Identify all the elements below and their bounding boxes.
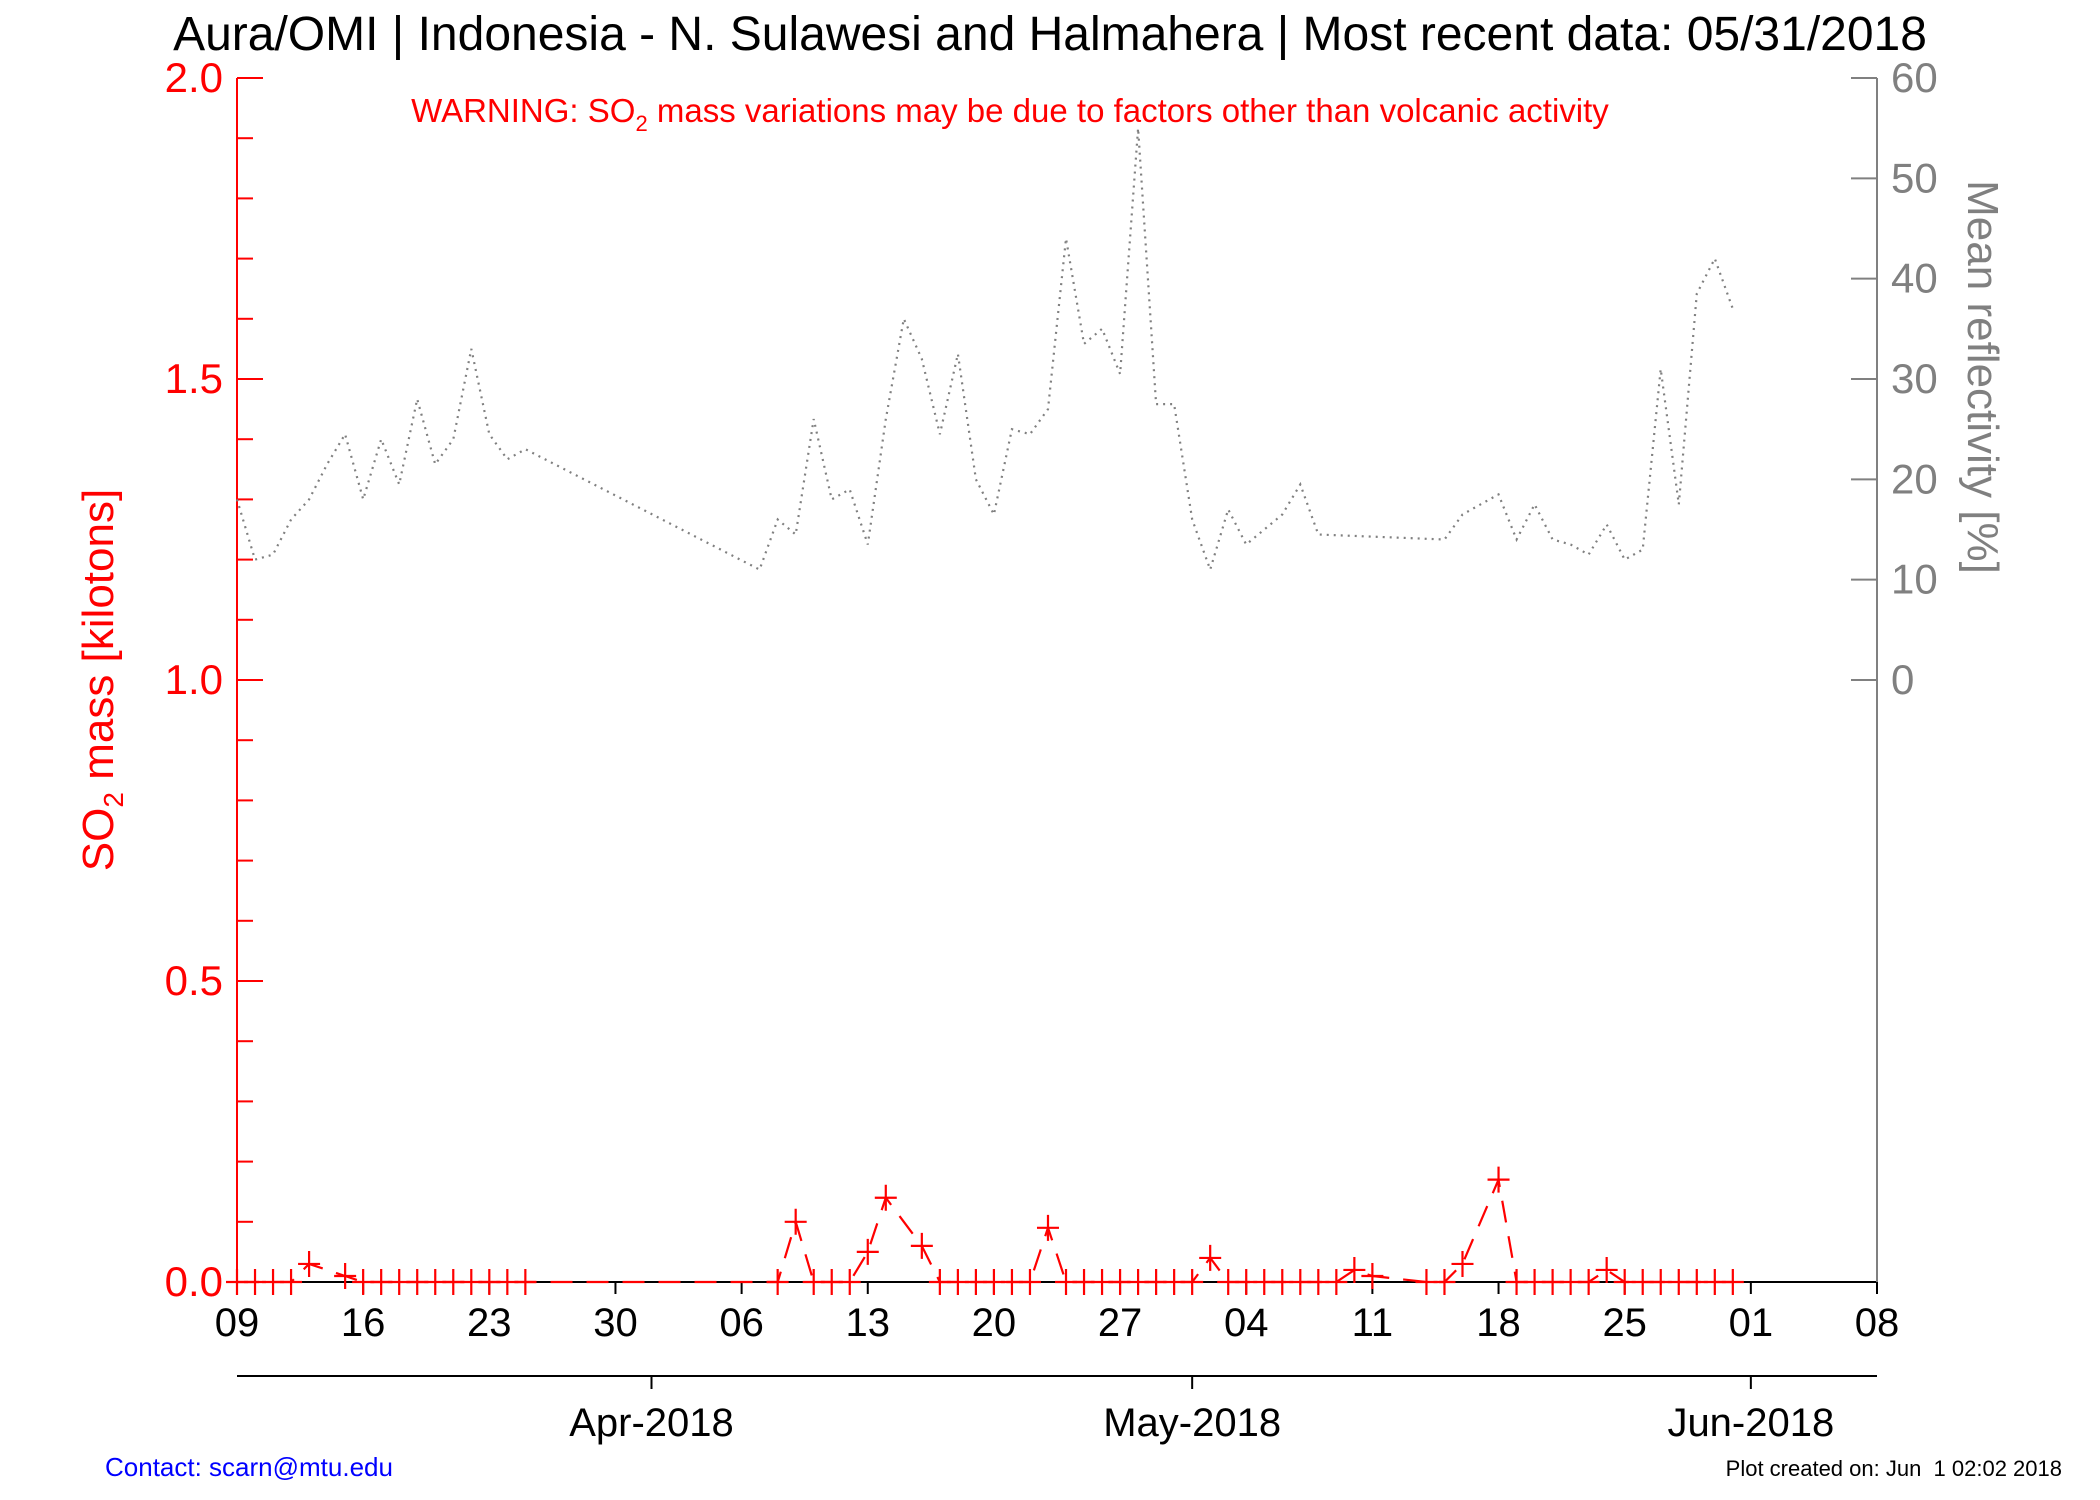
x-tick-label: 23 [467,1301,512,1345]
x-tick-label: 20 [972,1301,1017,1345]
x-tick-label: 04 [1224,1301,1269,1345]
y-right-tick-label: 30 [1891,355,1938,402]
y-left-tick-label: 1.0 [165,656,223,703]
x-ticks: 09 16 23 30 06 13 20 27 04 11 18 25 01 08 [215,1282,1900,1345]
so2-point-marker [856,1238,879,1265]
so2-point-marker [1361,1262,1384,1289]
plot-created-text: Plot created on: Jun 1 02:02 2018 [1725,1456,2062,1481]
y-right-tick-label: 40 [1891,255,1938,302]
so2-point-marker [280,1269,303,1295]
y-right-tick-label: 20 [1891,455,1938,502]
y-left-tick-label: 1.5 [165,355,223,402]
so2-point-marker [874,1184,897,1211]
x-tick-label: 30 [593,1301,638,1345]
warning-text: WARNING: SO2 mass variations may be due … [411,92,1609,136]
so2-point-marker [1343,1256,1366,1283]
series-so2 [226,1166,1744,1295]
reflectivity-line [235,128,1734,574]
y-right-tick-label: 50 [1891,154,1938,201]
so2-point-marker [1325,1269,1348,1295]
warning-suffix: mass variations may be due to factors ot… [648,92,1610,129]
y-left-label-subscript: 2 [98,792,129,808]
so2-point-marker [1451,1250,1474,1277]
y-left-tick-label: 0.5 [165,957,223,1004]
x-tick-label: 18 [1476,1301,1521,1345]
month-label: Jun-2018 [1667,1401,1834,1445]
month-label: Apr-2018 [569,1401,734,1445]
so2-point-marker [1595,1256,1618,1283]
y-right-tick-label: 10 [1891,556,1938,603]
y-left-ticks: 0.0 0.5 1.0 1.5 2.0 [165,54,263,1305]
warning-prefix: WARNING: SO [411,92,635,129]
so2-point-marker [910,1232,933,1259]
so2-point-marker [784,1208,807,1235]
so2-point-marker [1199,1244,1222,1271]
so2-point-marker [838,1269,861,1295]
x-tick-label: 09 [215,1301,260,1345]
y-right-ticks: 0 10 20 30 40 50 60 [1851,54,1938,703]
x-tick-label: 25 [1602,1301,1647,1345]
month-ticks: Apr-2018 May-2018 Jun-2018 [569,1376,1834,1445]
so2-point-marker [1721,1269,1744,1295]
y-left-label: SO2 mass [kilotons] [74,489,129,871]
x-tick-label: 08 [1855,1301,1900,1345]
so2-point-marker [1433,1269,1456,1295]
y-left-label-prefix: SO [74,808,123,872]
x-tick-label: 01 [1729,1301,1774,1345]
so2-line [237,1175,1733,1284]
contact-link[interactable]: Contact: scarn@mtu.edu [105,1452,393,1482]
series-reflectivity [235,128,1734,574]
x-tick-label: 27 [1098,1301,1143,1345]
so2-point-marker [298,1250,321,1277]
plot-frame [236,78,1878,1377]
so2-point-marker [1577,1269,1600,1295]
so2-point-marker [1036,1214,1059,1241]
x-tick-label: 11 [1352,1301,1394,1345]
y-left-tick-label: 0.0 [165,1258,223,1305]
so2-point-marker [514,1269,537,1295]
x-tick-label: 06 [719,1301,764,1345]
x-tick-label: 13 [846,1301,891,1345]
y-left-tick-label: 2.0 [165,54,223,101]
y-right-tick-label: 0 [1891,656,1914,703]
so2-point-marker [1018,1269,1041,1295]
y-right-tick-label: 60 [1891,54,1938,101]
warning-subscript: 2 [635,111,647,136]
so2-point-marker [766,1269,789,1295]
so2-point-marker [334,1262,357,1289]
y-left-label-suffix: mass [kilotons] [74,489,123,792]
chart-title: Aura/OMI | Indonesia - N. Sulawesi and H… [173,8,1927,61]
x-tick-label: 16 [341,1301,386,1345]
month-label: May-2018 [1103,1401,1281,1445]
y-right-label: Mean reflectivity [%] [1958,180,2007,574]
so2-point-marker [1487,1166,1510,1193]
so2-point-marker [1181,1269,1204,1295]
